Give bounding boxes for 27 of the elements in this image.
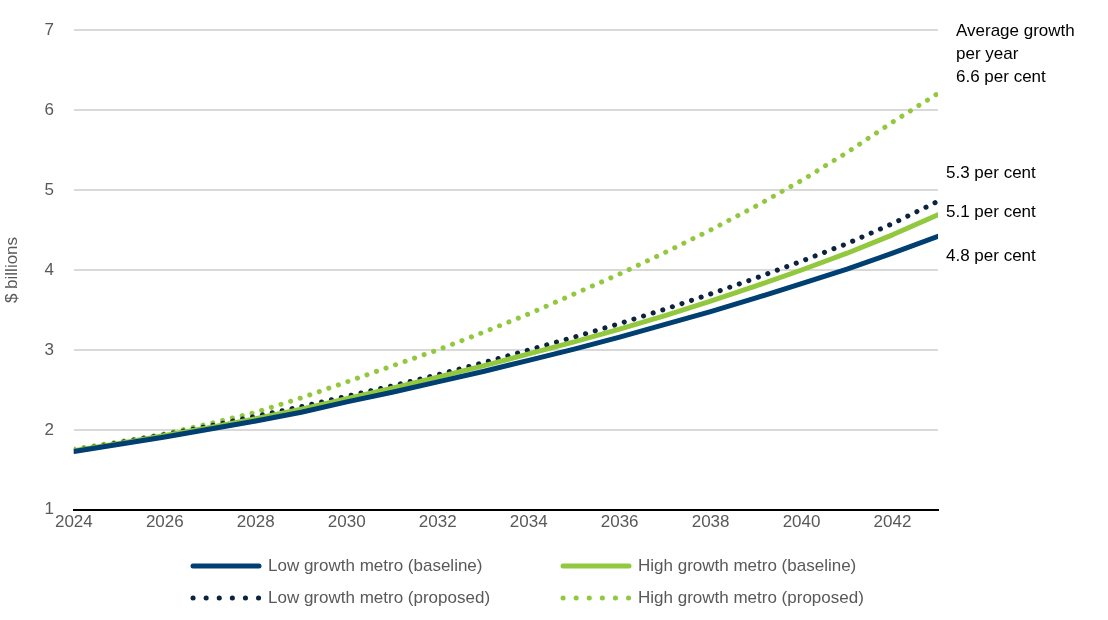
legend-label: High growth metro (baseline) [638, 556, 857, 576]
y-axis-title: $ billions [1, 236, 21, 304]
x-tick-label: 2028 [236, 511, 275, 531]
y-tick-label: 1 [44, 499, 54, 519]
legend-label: Low growth metro (baseline) [268, 556, 483, 576]
text: 6.6 per cent [956, 66, 1047, 86]
x-tick-label: 2042 [873, 511, 912, 531]
y-tick-label: 2 [44, 419, 54, 439]
x-tick-label: 2040 [782, 511, 821, 531]
x-tick-label: 2038 [691, 511, 730, 531]
text: 4.8 per cent [946, 245, 1037, 265]
text: 5.3 per cent [946, 162, 1037, 182]
y-tick-label: 6 [44, 99, 54, 119]
x-tick-label: 2024 [54, 511, 93, 531]
x-tick-label: 2030 [327, 511, 366, 531]
x-tick-label: 2036 [600, 511, 639, 531]
x-tick-label: 2026 [145, 511, 184, 531]
y-tick-label: 3 [44, 339, 54, 359]
legend-label: Low growth metro (proposed) [268, 588, 491, 608]
text: Average growth per year [956, 20, 1075, 63]
legend-label: High growth metro (proposed) [638, 588, 864, 608]
y-tick-label: 5 [44, 179, 54, 199]
x-tick-label: 2032 [418, 511, 457, 531]
x-tick-label: 2034 [509, 511, 548, 531]
y-tick-label: 7 [44, 19, 54, 39]
y-tick-label: 4 [44, 259, 54, 279]
text: 5.1 per cent [946, 201, 1037, 221]
